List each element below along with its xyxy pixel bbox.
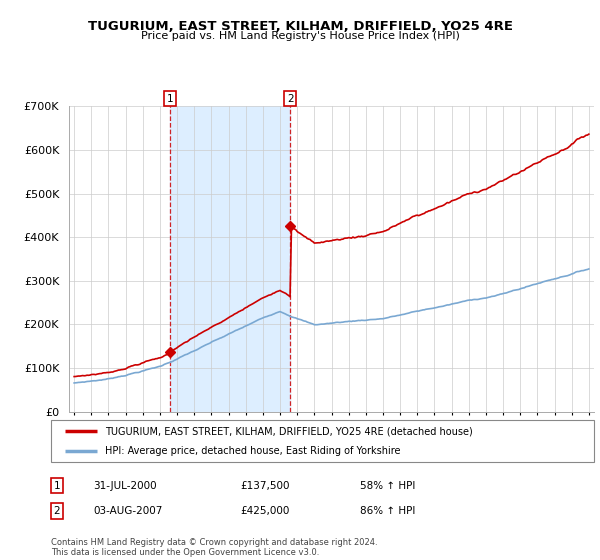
- Text: Price paid vs. HM Land Registry's House Price Index (HPI): Price paid vs. HM Land Registry's House …: [140, 31, 460, 41]
- FancyBboxPatch shape: [51, 420, 594, 462]
- Text: This data is licensed under the Open Government Licence v3.0.: This data is licensed under the Open Gov…: [51, 548, 319, 557]
- Text: TUGURIUM, EAST STREET, KILHAM, DRIFFIELD, YO25 4RE: TUGURIUM, EAST STREET, KILHAM, DRIFFIELD…: [88, 20, 512, 32]
- Text: 2: 2: [287, 94, 293, 104]
- Text: 58% ↑ HPI: 58% ↑ HPI: [360, 480, 415, 491]
- Text: 86% ↑ HPI: 86% ↑ HPI: [360, 506, 415, 516]
- Text: Contains HM Land Registry data © Crown copyright and database right 2024.: Contains HM Land Registry data © Crown c…: [51, 538, 377, 547]
- Text: £425,000: £425,000: [240, 506, 289, 516]
- Text: TUGURIUM, EAST STREET, KILHAM, DRIFFIELD, YO25 4RE (detached house): TUGURIUM, EAST STREET, KILHAM, DRIFFIELD…: [106, 426, 473, 436]
- Text: HPI: Average price, detached house, East Riding of Yorkshire: HPI: Average price, detached house, East…: [106, 446, 401, 456]
- Text: 2: 2: [53, 506, 61, 516]
- Bar: [170, 106, 290, 412]
- Text: 1: 1: [53, 480, 61, 491]
- Text: £137,500: £137,500: [240, 480, 290, 491]
- Text: 03-AUG-2007: 03-AUG-2007: [93, 506, 163, 516]
- Text: 31-JUL-2000: 31-JUL-2000: [93, 480, 157, 491]
- Text: 1: 1: [167, 94, 173, 104]
